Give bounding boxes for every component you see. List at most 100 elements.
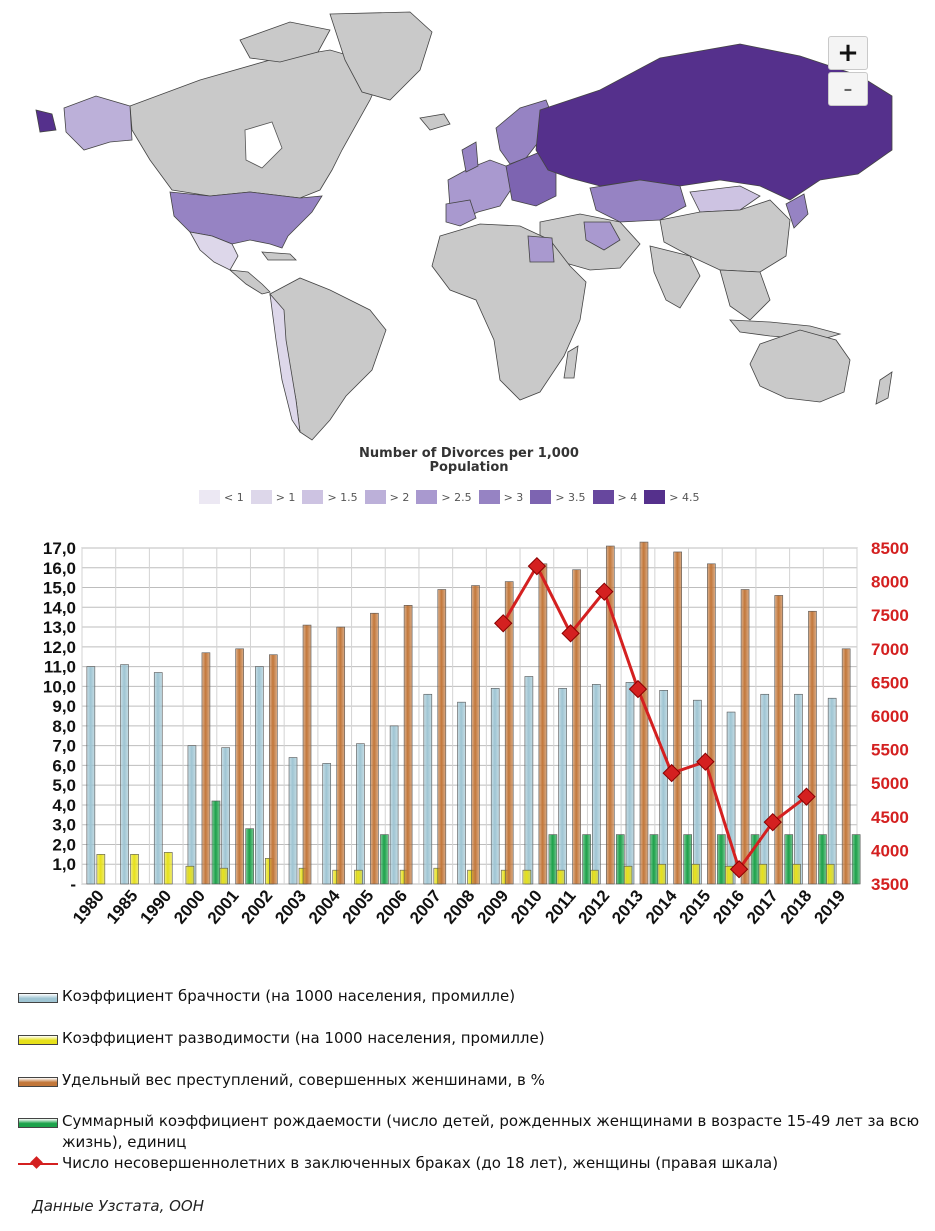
map-legend-label: > 3 bbox=[503, 490, 524, 504]
bar-marriage bbox=[827, 697, 837, 885]
map-legend-item: > 4 bbox=[592, 490, 638, 504]
bar-crime bbox=[370, 612, 379, 885]
line-point-marker bbox=[662, 763, 681, 783]
bar-marriage bbox=[86, 666, 96, 885]
bar-marriage bbox=[558, 688, 567, 885]
bar-crime bbox=[673, 551, 682, 885]
zoom-in-button[interactable]: + bbox=[828, 36, 868, 70]
bar-divorce bbox=[758, 863, 768, 885]
map-uk[interactable] bbox=[461, 141, 479, 173]
x-axis-category-label: 2017 bbox=[743, 886, 782, 927]
map-china[interactable] bbox=[659, 199, 791, 273]
map-mongolia[interactable] bbox=[689, 185, 761, 213]
line-point-marker bbox=[628, 679, 648, 699]
bar-crime bbox=[605, 545, 615, 885]
bar-crime bbox=[235, 648, 244, 885]
map-africa[interactable] bbox=[431, 223, 587, 401]
uzbekistan-chart: -1,0 2,0 3,0 4,0 5,0 6,0 7,0 8,0 9,0 10,0 11,0 12,0… bbox=[0, 520, 935, 980]
x-axis-category-label: 2001 bbox=[204, 886, 243, 927]
map-se-asia[interactable] bbox=[719, 269, 771, 321]
bar-marriage bbox=[490, 688, 500, 885]
chart-legend-item: Число несовершеннолетних в заключенных б… bbox=[18, 1153, 923, 1174]
bar-crime bbox=[841, 648, 851, 885]
map-iran[interactable] bbox=[583, 221, 621, 251]
bar-divorce bbox=[130, 854, 139, 885]
map-legend-item: > 3.5 bbox=[530, 490, 586, 504]
bar-divorce bbox=[185, 865, 195, 885]
world-map-svg[interactable] bbox=[0, 0, 935, 520]
map-legend-swatch bbox=[302, 490, 324, 504]
x-axis-category-label: 2015 bbox=[676, 886, 715, 927]
map-legend-label: > 1.5 bbox=[327, 490, 358, 504]
x-axis-category-label: 2018 bbox=[777, 886, 816, 927]
x-axis-category-label: 2009 bbox=[473, 886, 512, 927]
bar-marriage bbox=[760, 693, 770, 885]
map-japan[interactable] bbox=[785, 193, 809, 229]
map-legend-swatch bbox=[199, 490, 220, 504]
map-legend-swatch bbox=[250, 490, 272, 504]
bar-divorce bbox=[691, 863, 700, 885]
map-canada[interactable] bbox=[129, 49, 386, 199]
map-russia[interactable] bbox=[535, 43, 893, 201]
world-divorce-map[interactable]: + - Number of Divorces per 1,000 Populat… bbox=[0, 0, 935, 520]
left-axis-tick-label: 14,0 bbox=[43, 598, 76, 617]
left-axis-tick-label: 7,0 bbox=[52, 737, 76, 756]
map-iberia[interactable] bbox=[445, 199, 477, 227]
map-legend-swatch bbox=[364, 490, 386, 504]
plot-area bbox=[81, 547, 858, 885]
map-legend-item: > 3 bbox=[478, 490, 524, 504]
map-arctic-islands[interactable] bbox=[239, 21, 331, 63]
map-kazakhstan[interactable] bbox=[589, 179, 687, 223]
chart-legend-swatch bbox=[18, 1157, 58, 1171]
x-axis-category-label: 2011 bbox=[541, 886, 579, 926]
bar-marriage bbox=[187, 745, 197, 885]
x-axis-category-label: 2000 bbox=[170, 886, 209, 927]
map-mexico[interactable] bbox=[189, 231, 239, 271]
right-axis-tick-label: 3500 bbox=[871, 875, 909, 894]
map-peru-chile[interactable] bbox=[269, 292, 301, 433]
map-chukotka[interactable] bbox=[35, 109, 57, 133]
left-axis-tick-label: 13,0 bbox=[43, 618, 76, 637]
left-axis-tick-label: 9,0 bbox=[52, 697, 76, 716]
bar-marriage bbox=[659, 690, 668, 885]
line-minor-marriages bbox=[501, 563, 808, 873]
map-legend-item: > 2 bbox=[364, 490, 409, 504]
bar-crime bbox=[538, 563, 548, 885]
left-axis-tick-label: 3,0 bbox=[52, 816, 76, 835]
left-axis-tick-label: 11,0 bbox=[44, 658, 76, 677]
bar-crime bbox=[707, 563, 716, 885]
map-madagascar[interactable] bbox=[563, 345, 579, 379]
line-point-marker bbox=[696, 752, 715, 771]
map-legend: < 1 > 1 > 1.5 > 2 > 2.5 > 3 > 3.5 > 4 > 4.5 bbox=[199, 488, 706, 506]
bar-divorce bbox=[219, 867, 228, 885]
bar-marriage bbox=[625, 682, 635, 885]
bar-crime bbox=[302, 624, 312, 885]
left-axis-tick-label: 1,0 bbox=[52, 855, 76, 874]
x-axis-category-label: 2004 bbox=[305, 886, 344, 928]
bar-marriage bbox=[794, 693, 803, 885]
source-note: Данные Узстата, ООН bbox=[32, 1197, 205, 1215]
chart-legend-label: Коэффициент брачности (на 1000 населения… bbox=[62, 987, 516, 1005]
right-axis-tick-label: 7500 bbox=[871, 606, 909, 625]
map-australia[interactable] bbox=[749, 329, 851, 403]
map-greenland[interactable] bbox=[329, 11, 433, 101]
map-legend-item: < 1 bbox=[199, 490, 244, 504]
zoom-out-button[interactable]: - bbox=[828, 72, 868, 106]
map-alaska[interactable] bbox=[63, 95, 133, 151]
map-india[interactable] bbox=[649, 245, 701, 309]
bar-divorce bbox=[163, 852, 173, 885]
map-cuba[interactable] bbox=[261, 251, 297, 261]
map-new-zealand[interactable] bbox=[875, 371, 893, 405]
map-legend-label: > 4 bbox=[617, 490, 638, 504]
bar-divorce bbox=[354, 869, 363, 885]
bar-marriage bbox=[221, 747, 230, 885]
x-axis-category-label: 2016 bbox=[709, 886, 748, 927]
line-point-marker bbox=[494, 614, 513, 633]
map-legend-label: > 3.5 bbox=[555, 490, 586, 504]
map-egypt[interactable] bbox=[527, 235, 555, 263]
map-usa[interactable] bbox=[169, 191, 323, 249]
bar-divorce bbox=[96, 854, 106, 885]
map-iceland[interactable] bbox=[419, 113, 451, 131]
map-central-america[interactable] bbox=[228, 269, 271, 295]
map-legend-item: > 2.5 bbox=[416, 490, 472, 504]
